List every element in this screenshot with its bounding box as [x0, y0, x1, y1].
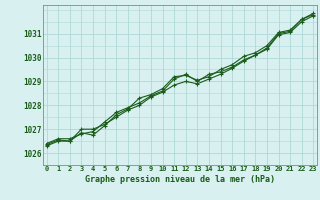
X-axis label: Graphe pression niveau de la mer (hPa): Graphe pression niveau de la mer (hPa) [85, 175, 275, 184]
